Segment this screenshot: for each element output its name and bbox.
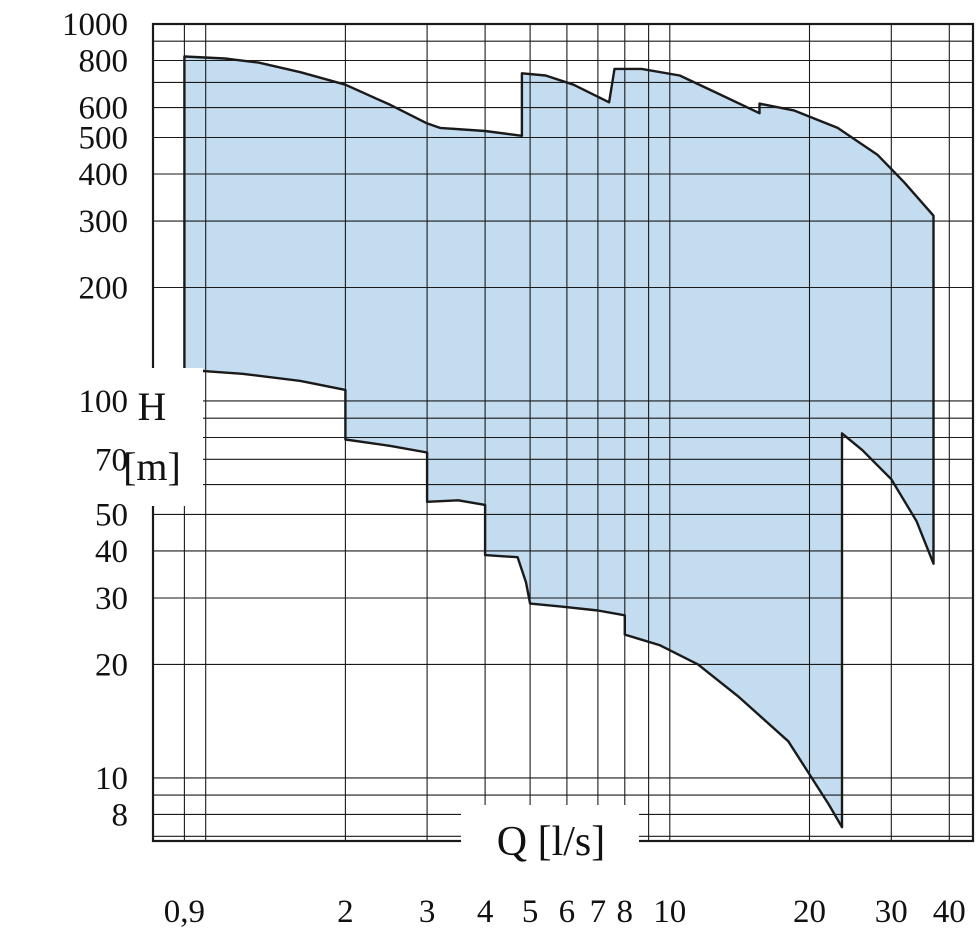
y-axis-label-unit: [m] xyxy=(123,444,181,489)
y-tick-label: 300 xyxy=(79,204,129,240)
x-tick-label: 10 xyxy=(653,894,686,929)
y-tick-label: 8 xyxy=(112,797,129,833)
y-tick-label: 40 xyxy=(95,534,128,570)
x-tick-label: 4 xyxy=(477,894,494,929)
x-tick-label: 40 xyxy=(933,894,966,929)
x-tick-label: 20 xyxy=(793,894,826,929)
x-tick-label: 5 xyxy=(522,894,539,929)
axis-label-layer: H [m] Q [l/s] xyxy=(108,368,639,873)
operating-range-outline xyxy=(183,55,935,829)
x-axis-label-backdrop xyxy=(461,805,639,873)
x-tick-label: 6 xyxy=(559,894,576,929)
x-tick-label: 3 xyxy=(419,894,436,929)
y-tick-label: 30 xyxy=(95,581,128,617)
y-tick-label: 100 xyxy=(79,384,129,420)
y-tick-label: 200 xyxy=(79,271,129,307)
x-tick-label: 2 xyxy=(337,894,354,929)
y-tick-label: 400 xyxy=(79,157,129,193)
operating-range-layer xyxy=(184,56,934,828)
x-tick-label: 0,9 xyxy=(164,894,205,929)
tick-label-layer: 100080060050040030020010070504030201080,… xyxy=(62,7,966,929)
x-tick-label: 8 xyxy=(617,894,634,929)
y-tick-label: 20 xyxy=(95,647,128,683)
y-tick-label: 1000 xyxy=(62,7,128,43)
y-tick-label: 70 xyxy=(95,442,128,478)
x-axis-label: Q [l/s] xyxy=(497,819,606,865)
y-tick-label: 600 xyxy=(79,91,129,127)
grid-layer xyxy=(153,24,973,841)
y-tick-label: 10 xyxy=(95,761,128,797)
operating-range-fill xyxy=(184,56,934,828)
x-tick-label: 30 xyxy=(875,894,908,929)
operating-range-outline-layer xyxy=(183,55,935,829)
y-axis-label-symbol: H xyxy=(138,384,167,429)
y-axis-label-backdrop xyxy=(108,368,203,506)
x-tick-label: 7 xyxy=(590,894,607,929)
y-tick-label: 500 xyxy=(79,121,129,157)
y-tick-label: 800 xyxy=(79,44,129,80)
y-tick-label: 50 xyxy=(95,497,128,533)
